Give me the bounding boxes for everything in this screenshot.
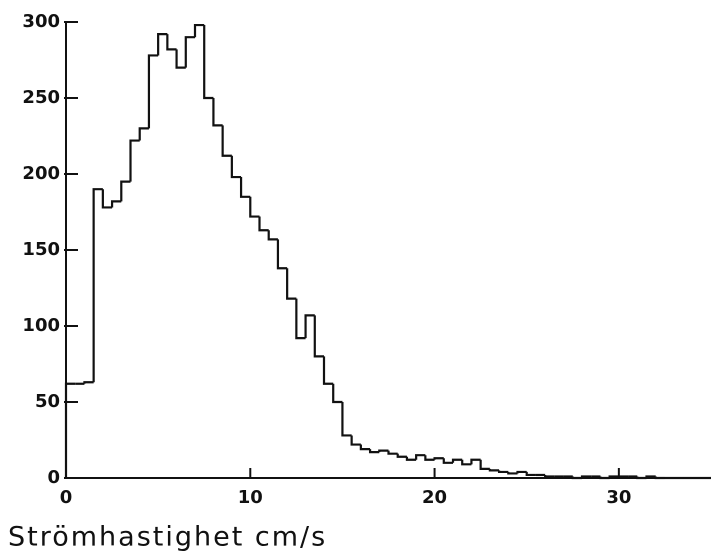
histogram-bin	[350, 435, 361, 446]
histogram-bin	[580, 475, 592, 478]
histogram-bin	[304, 314, 315, 339]
histogram-bin	[138, 127, 149, 141]
histogram-bin	[313, 315, 324, 358]
histogram-bin	[193, 23, 205, 38]
histogram-bin	[175, 49, 186, 69]
histogram-bin	[599, 476, 610, 480]
y-tick-label: 0	[47, 467, 60, 488]
histogram-bin	[451, 458, 463, 463]
histogram-bin	[479, 459, 490, 470]
histogram-bin	[497, 470, 509, 474]
y-tick-label: 100	[22, 315, 60, 336]
histogram-bin	[184, 36, 195, 68]
histogram-bin	[396, 453, 407, 458]
x-tick-label: 30	[606, 487, 631, 508]
histogram-bin	[387, 450, 398, 455]
histogram-bin	[120, 180, 131, 202]
histogram-bin	[636, 476, 647, 480]
histogram-bin	[276, 239, 288, 270]
histogram-bin	[129, 139, 140, 182]
histogram-bin	[654, 476, 665, 480]
histogram-bin	[608, 475, 619, 478]
histogram-bin	[239, 177, 251, 198]
histogram-bin	[83, 381, 94, 384]
y-tick-label: 50	[35, 391, 60, 412]
y-tick-label: 200	[22, 163, 60, 184]
histogram-bin	[230, 155, 242, 179]
histogram-bin	[405, 456, 417, 461]
x-axis-label: Strömhastighet cm/s	[8, 522, 327, 553]
histogram-bin	[322, 356, 334, 385]
histogram-bin	[203, 25, 214, 100]
histogram-bin	[221, 125, 232, 157]
histogram-bin	[424, 455, 435, 461]
histogram-bin	[645, 475, 656, 478]
histogram-bin	[332, 383, 343, 404]
histogram-bin	[64, 382, 76, 478]
histogram-bin	[544, 474, 555, 478]
histogram-bin	[157, 33, 168, 56]
y-tick-label: 150	[22, 239, 60, 260]
histogram-bin	[249, 196, 260, 218]
y-tick-label: 250	[22, 87, 60, 108]
histogram-bin	[378, 449, 389, 453]
x-tick-label: 20	[422, 487, 447, 508]
histogram-bin	[571, 476, 582, 480]
histogram-bin	[341, 402, 352, 437]
histogram-bin	[212, 98, 223, 127]
x-tick-label: 0	[60, 487, 73, 508]
x-tick-label: 10	[238, 487, 263, 508]
histogram-bin	[442, 458, 453, 464]
histogram-bin	[507, 471, 518, 475]
histogram-bin	[525, 471, 536, 477]
histogram-bin	[516, 470, 527, 474]
histogram-bin	[295, 298, 306, 340]
histogram-bin	[368, 449, 380, 454]
histogram-bin	[92, 188, 103, 383]
histogram-bin	[433, 457, 444, 460]
histogram-bin	[147, 54, 159, 129]
histogram-bin	[258, 216, 269, 232]
histogram-bin	[286, 268, 297, 300]
histogram-bin	[415, 454, 426, 460]
histogram-bin	[461, 459, 472, 466]
histogram-bin	[101, 189, 113, 209]
histogram-bin	[470, 458, 481, 465]
histogram-bin	[166, 34, 177, 51]
histogram-bin	[488, 468, 500, 472]
histogram-bin	[359, 444, 371, 451]
histogram-bin	[110, 200, 122, 208]
y-tick-label: 300	[22, 11, 60, 32]
histogram-bin	[267, 230, 278, 241]
